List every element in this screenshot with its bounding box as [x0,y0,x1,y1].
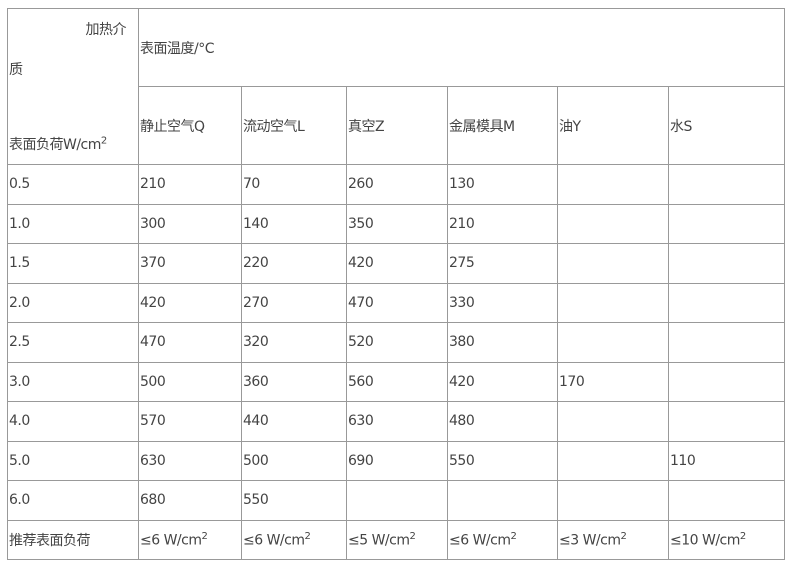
temperature-cell [557,322,669,363]
column-header: 水S [667,86,786,165]
temperature-cell: 330 [447,282,558,323]
temperature-cell: 130 [447,164,558,205]
temperature-cell [557,480,669,521]
surface-load-table: 加热介 质 表面负荷W/cm2 表面温度/°C 静止空气Q 流动空气L 真空Z 金属模… [7,8,786,560]
recommended-label: 推荐表面负荷 [7,519,139,560]
temperature-cell: 630 [346,401,448,442]
column-header: 静止空气Q [138,86,242,165]
temperature-cell [447,480,558,521]
temperature-cell: 380 [447,322,558,363]
temperature-cell [557,164,669,205]
temperature-cell: 680 [138,480,242,521]
temperature-cell: 370 [138,243,242,284]
load-cell: 2.5 [7,322,139,363]
temperature-cell [557,401,669,442]
table-row: 6.0 680 550 [7,480,786,521]
load-cell: 2.0 [7,282,139,323]
load-cell: 0.5 [7,164,139,205]
recommended-value: ≤3 W/cm2 [557,519,669,560]
temperature-cell [667,361,786,402]
corner-medium-label: 加热介 [85,22,127,38]
temperature-cell [667,164,786,205]
temperature-cell: 140 [241,203,347,244]
temperature-cell: 690 [346,440,448,481]
table-row: 1.0 300 140 350 210 [7,203,786,244]
temperature-cell: 520 [346,322,448,363]
table-row: 0.5 210 70 260 130 [7,164,786,205]
load-cell: 1.5 [7,243,139,284]
temperature-cell: 470 [346,282,448,323]
corner-header: 加热介 质 表面负荷W/cm2 [7,8,139,165]
recommended-value: ≤10 W/cm2 [667,519,786,560]
load-cell: 1.0 [7,203,139,244]
temperature-cell [557,243,669,284]
column-header: 流动空气L [241,86,347,165]
load-cell: 6.0 [7,480,139,521]
column-header: 金属模具M [447,86,558,165]
temperature-cell [667,203,786,244]
temperature-cell: 500 [241,440,347,481]
temperature-cell: 470 [138,322,242,363]
recommended-value: ≤6 W/cm2 [447,519,558,560]
temperature-cell: 300 [138,203,242,244]
table-row: 5.0 630 500 690 550 110 [7,440,786,481]
temperature-cell: 360 [241,361,347,402]
temperature-cell [667,322,786,363]
surface-temperature-header: 表面温度/°C [137,8,786,87]
temperature-cell [667,401,786,442]
temperature-cell: 570 [138,401,242,442]
load-cell: 5.0 [7,440,139,481]
temperature-cell: 500 [138,361,242,402]
temperature-cell: 170 [557,361,669,402]
table-row: 4.0 570 440 630 480 [7,401,786,442]
table-row: 3.0 500 360 560 420 170 [7,361,786,402]
temperature-cell: 275 [447,243,558,284]
recommended-value: ≤6 W/cm2 [138,519,242,560]
recommended-row: 推荐表面负荷 ≤6 W/cm2 ≤6 W/cm2 ≤5 W/cm2 ≤6 W/cm2 ≤3… [7,519,786,560]
corner-load-label: 表面负荷W/cm2 [9,135,107,153]
table-row: 2.0 420 270 470 330 [7,282,786,323]
recommended-value: ≤5 W/cm2 [346,519,448,560]
temperature-cell: 210 [138,164,242,205]
temperature-cell: 260 [346,164,448,205]
temperature-cell: 110 [667,440,786,481]
temperature-cell: 550 [241,480,347,521]
temperature-cell: 420 [138,282,242,323]
temperature-cell: 420 [346,243,448,284]
temperature-cell: 420 [447,361,558,402]
temperature-cell [667,480,786,521]
temperature-cell [667,243,786,284]
temperature-cell [557,440,669,481]
temperature-cell: 480 [447,401,558,442]
load-cell: 3.0 [7,361,139,402]
temperature-cell: 320 [241,322,347,363]
column-header-row: 静止空气Q 流动空气L 真空Z 金属模具M 油Y 水S [8,86,786,165]
temperature-cell: 630 [138,440,242,481]
temperature-cell: 70 [241,164,347,205]
corner-medium-label-cont: 质 [9,62,23,78]
load-cell: 4.0 [7,401,139,442]
temperature-cell: 220 [241,243,347,284]
recommended-value: ≤6 W/cm2 [241,519,347,560]
temperature-cell: 270 [241,282,347,323]
temperature-cell [667,282,786,323]
temperature-cell [557,282,669,323]
temperature-cell: 550 [447,440,558,481]
temperature-cell: 210 [447,203,558,244]
column-header: 真空Z [346,86,448,165]
temperature-cell: 350 [346,203,448,244]
temperature-cell: 440 [241,401,347,442]
table-row: 2.5 470 320 520 380 [7,322,786,363]
column-header: 油Y [557,86,669,165]
temperature-cell: 560 [346,361,448,402]
table-row: 1.5 370 220 420 275 [7,243,786,284]
temperature-cell [557,203,669,244]
temperature-cell [346,480,448,521]
